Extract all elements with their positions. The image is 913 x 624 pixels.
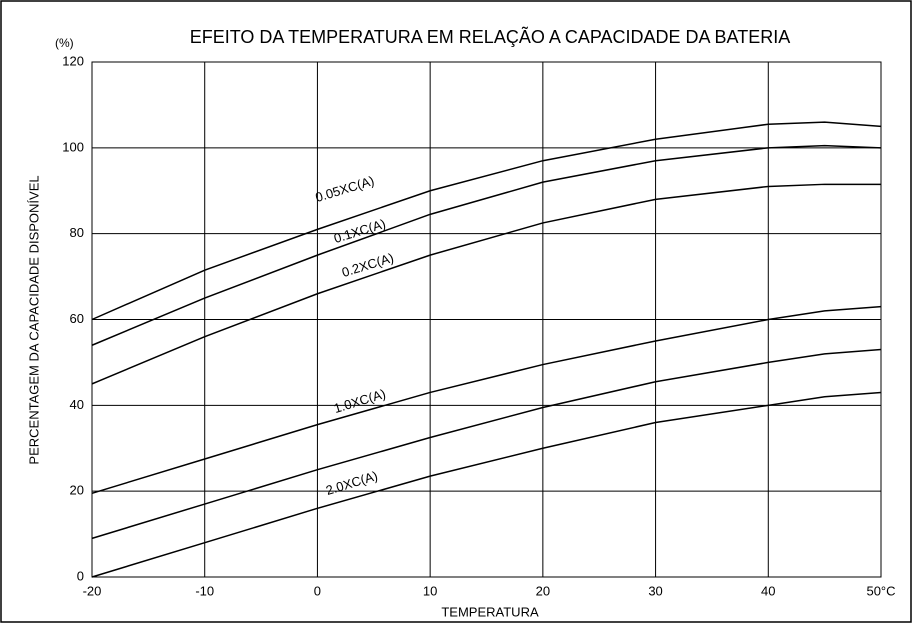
x-tick-label: 0 — [314, 583, 321, 598]
curve — [91, 305, 882, 495]
curve — [91, 348, 882, 540]
y-tick-label: 0 — [77, 568, 84, 583]
x-tick-label: 10 — [423, 583, 437, 598]
x-tick-label: 40 — [761, 583, 775, 598]
y-axis-label: PERCENTAGEM DA CAPACIDADE DISPONÍVEL — [26, 175, 41, 464]
y-tick-label: 20 — [70, 483, 84, 498]
x-tick-label: -20 — [83, 583, 102, 598]
x-tick-label: 30 — [648, 583, 662, 598]
curve — [91, 121, 882, 321]
y-unit: (%) — [55, 36, 74, 50]
chart-title: EFEITO DA TEMPERATURA EM RELAÇÃO A CAPAC… — [190, 26, 791, 47]
x-axis-label: TEMPERATURA — [441, 604, 539, 619]
y-tick-label: 120 — [62, 53, 84, 68]
y-tick-label: 60 — [70, 311, 84, 326]
y-tick-label: 40 — [70, 397, 84, 412]
y-tick-label: 100 — [62, 139, 84, 154]
y-tick-label: 80 — [70, 225, 84, 240]
x-tick-label: 20 — [536, 583, 550, 598]
curve — [91, 183, 881, 385]
curve — [91, 391, 882, 578]
x-tick-label: 50°C — [866, 583, 895, 598]
curve — [91, 144, 882, 346]
x-tick-label: -10 — [195, 583, 214, 598]
